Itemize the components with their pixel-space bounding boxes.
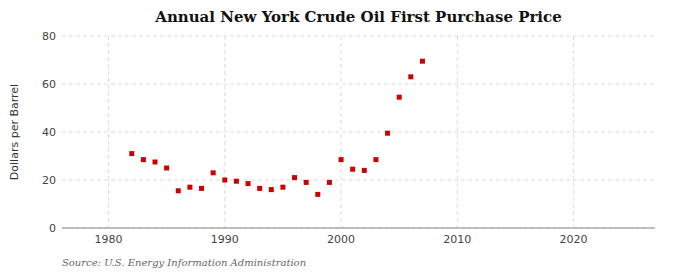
point xyxy=(257,186,262,191)
y-grid-line xyxy=(62,84,655,85)
point xyxy=(211,170,216,175)
x-axis-line xyxy=(62,228,655,229)
y-grid-line xyxy=(62,132,655,133)
point xyxy=(234,179,239,184)
point xyxy=(362,168,367,173)
point xyxy=(385,131,390,136)
point xyxy=(408,74,413,79)
y-grid-line xyxy=(62,36,655,37)
point xyxy=(304,180,309,185)
point xyxy=(373,157,378,162)
point xyxy=(187,185,192,190)
point xyxy=(246,181,251,186)
point xyxy=(420,59,425,64)
y-axis-label: Dollars per Barrel xyxy=(8,84,21,180)
tick-labels: 1980 1990 2000 2010 2020 0 20 40 60 80 xyxy=(42,30,588,246)
title: Annual New York Crude Oil First Purchase… xyxy=(154,8,561,26)
point xyxy=(397,95,402,100)
point xyxy=(280,185,285,190)
point xyxy=(315,192,320,197)
y-tick-label: 0 xyxy=(49,222,56,235)
y-tick-label: 20 xyxy=(42,174,56,187)
point xyxy=(129,151,134,156)
y-tick-label: 40 xyxy=(42,126,56,139)
y-grid-line xyxy=(62,180,655,181)
x-grid-line xyxy=(341,36,342,228)
point xyxy=(164,166,169,171)
points xyxy=(129,59,425,197)
point xyxy=(222,178,227,183)
x-grid-line xyxy=(457,36,458,228)
x-grid-line xyxy=(573,36,574,228)
x-tick-label: 2000 xyxy=(327,233,355,246)
point xyxy=(269,187,274,192)
chart: 1980 1990 2000 2010 2020 0 20 40 60 80 Annual New … xyxy=(0,0,675,275)
x-tick-label: 1990 xyxy=(211,233,239,246)
point xyxy=(199,186,204,191)
x-grid-line xyxy=(224,36,225,228)
x-tick-label: 1980 xyxy=(95,233,123,246)
point xyxy=(141,157,146,162)
point xyxy=(292,175,297,180)
grid xyxy=(62,36,655,228)
point xyxy=(339,157,344,162)
x-grid-line xyxy=(108,36,109,228)
point xyxy=(176,188,181,193)
source-annotation: Source: U.S. Energy Information Administ… xyxy=(62,257,306,268)
y-grid-line xyxy=(62,228,655,229)
x-tick-label: 2010 xyxy=(443,233,471,246)
x-tick-label: 2020 xyxy=(560,233,588,246)
point xyxy=(327,180,332,185)
y-tick-label: 80 xyxy=(42,30,56,43)
point xyxy=(153,160,158,165)
point xyxy=(350,167,355,172)
y-tick-label: 60 xyxy=(42,78,56,91)
